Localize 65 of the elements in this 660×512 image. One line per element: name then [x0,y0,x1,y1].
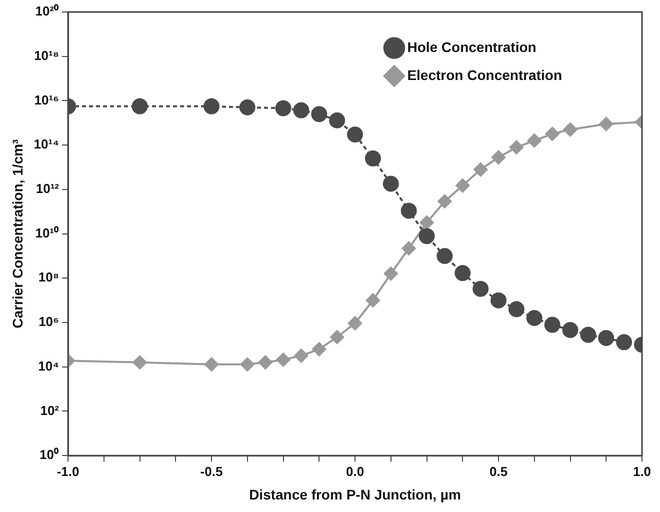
y-tick-label: 10²⁰ [35,4,60,19]
point [418,228,435,244]
point [293,102,310,118]
point [436,248,453,264]
point [258,355,272,370]
y-tick-label: 10¹² [36,181,60,196]
point [474,162,488,177]
y-tick-label: 10¹⁸ [34,48,60,63]
legend-label: Electron Concentration [407,66,562,83]
point [438,194,452,208]
point [544,316,560,333]
point [526,310,542,326]
point [527,134,542,148]
point [347,126,364,142]
point [384,266,398,281]
y-tick-label: 10⁰ [40,447,60,462]
point [240,357,254,372]
point [364,150,381,166]
point [454,265,471,282]
point [204,357,219,372]
point [382,176,399,192]
point [562,322,578,338]
point [204,98,220,114]
legend-label: Hole Concentration [407,38,536,55]
point [490,292,507,308]
point [402,241,416,256]
point [330,330,344,344]
point [132,98,148,114]
point [599,117,614,132]
point [508,301,524,318]
point [492,150,506,164]
y-tick-label: 10¹⁶ [34,92,60,108]
point [598,330,614,346]
y-tick-label: 10² [40,402,60,418]
point [456,178,470,193]
y-tick-label: 10¹⁰ [35,225,60,240]
x-tick-label: 1.0 [632,464,652,479]
y-tick-label: 10⁴ [38,358,60,374]
y-tick-label: 10⁸ [38,270,60,285]
point [472,280,489,297]
point [275,100,292,116]
point [366,293,380,308]
x-tick-label: -0.5 [200,464,223,479]
y-tick-label: 10⁶ [38,314,60,330]
point [580,326,596,343]
point [616,334,632,350]
x-tick-label: -1.0 [56,464,80,479]
x-tick-label: 0.5 [489,464,508,479]
point [239,99,256,116]
y-axis-title: Carrier Concentration, 1/cm³ [9,138,26,328]
y-tick-label: 10¹⁴ [34,136,60,152]
point [312,342,326,356]
x-tick-label: 0.0 [346,464,364,479]
point [348,316,362,330]
point [563,122,578,137]
point [311,106,328,122]
point [400,202,417,219]
point [420,216,434,230]
point [509,140,524,154]
point [545,126,560,141]
point [294,348,308,363]
point [132,355,147,370]
point [329,112,346,128]
point [276,352,290,367]
x-axis-title: Distance from P-N Junction, µm [249,486,461,502]
